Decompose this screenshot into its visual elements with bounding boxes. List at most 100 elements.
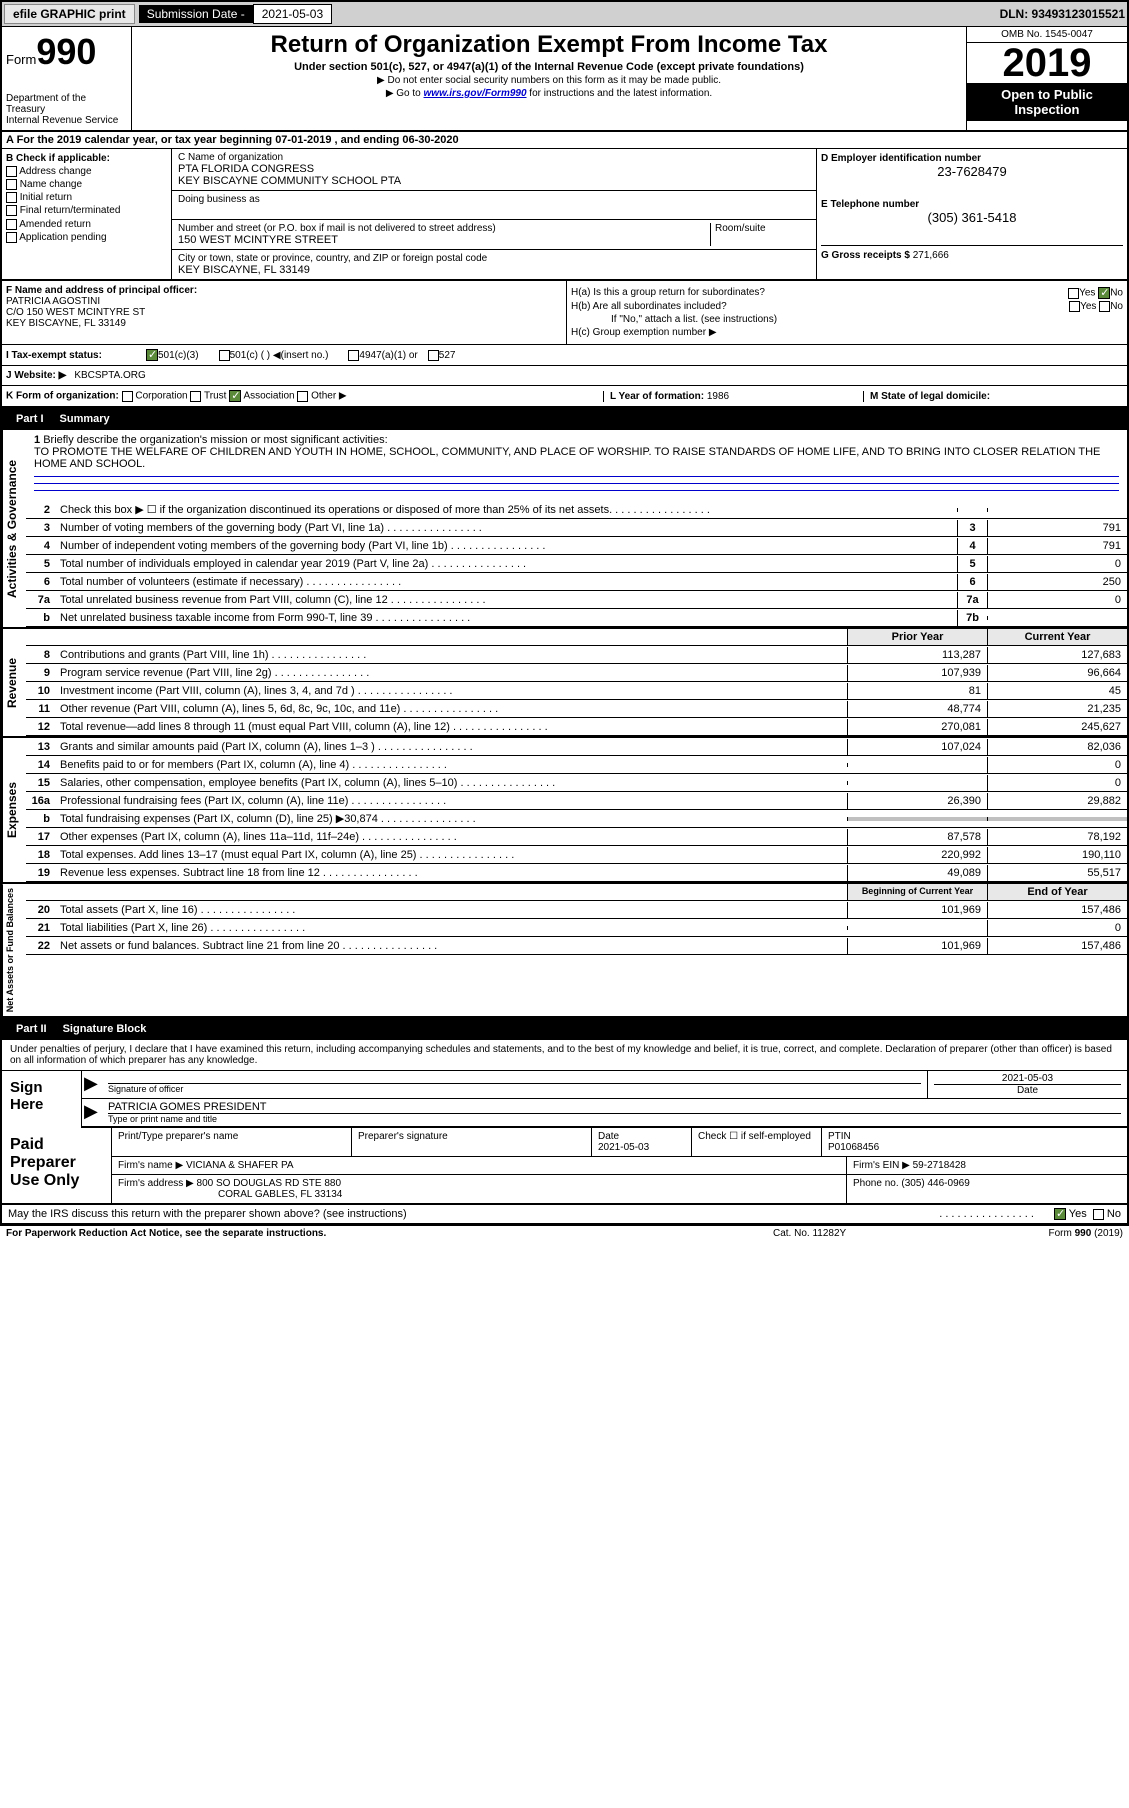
line-17: 17 Other expenses (Part IX, column (A), …	[26, 828, 1127, 846]
tel-value: (305) 361-5418	[821, 210, 1123, 225]
title-box: Return of Organization Exempt From Incom…	[132, 27, 967, 130]
firm-address: Firm's address ▶ 800 SO DOUGLAS RD STE 8…	[112, 1175, 847, 1203]
current-year-hdr: Current Year	[987, 629, 1127, 645]
line-21: 21 Total liabilities (Part X, line 26) 0	[26, 919, 1127, 937]
chk-other[interactable]	[297, 391, 308, 402]
city-state-zip: KEY BISCAYNE, FL 33149	[178, 264, 810, 276]
line-14: 14 Benefits paid to or for members (Part…	[26, 756, 1127, 774]
k-label: K Form of organization:	[6, 391, 119, 402]
discuss-yes[interactable]	[1054, 1208, 1066, 1220]
chk-amended[interactable]: Amended return	[6, 219, 167, 230]
exp-section: Expenses 13 Grants and similar amounts p…	[2, 738, 1127, 884]
instruction-1: ▶ Do not enter social security numbers o…	[140, 75, 958, 86]
chk-trust[interactable]	[190, 391, 201, 402]
part-2-header: Part II Signature Block	[2, 1018, 1127, 1040]
chk-527[interactable]	[428, 350, 439, 361]
submission-label: Submission Date -	[139, 5, 253, 23]
form-number: 990	[36, 31, 96, 72]
org-name-1: PTA FLORIDA CONGRESS	[178, 163, 810, 175]
chk-4947[interactable]	[348, 350, 359, 361]
footer-left: For Paperwork Reduction Act Notice, see …	[6, 1228, 773, 1239]
open-public: Open to Public Inspection	[967, 83, 1127, 121]
self-employed-chk[interactable]: Check ☐ if self-employed	[692, 1128, 822, 1156]
footer-right: Form 990 (2019)	[973, 1228, 1123, 1239]
org-name-label: C Name of organization	[178, 152, 810, 163]
chk-501c[interactable]	[219, 350, 230, 361]
paid-preparer-label: Paid Preparer Use Only	[2, 1128, 112, 1203]
org-name-2: KEY BISCAYNE COMMUNITY SCHOOL PTA	[178, 175, 810, 187]
irs-link[interactable]: www.irs.gov/Form990	[424, 88, 527, 99]
officer-addr2: KEY BISCAYNE, FL 33149	[6, 318, 562, 329]
officer-h-row: F Name and address of principal officer:…	[2, 281, 1127, 345]
part-1-title: Summary	[60, 413, 110, 425]
discuss-row: May the IRS discuss this return with the…	[2, 1205, 1127, 1224]
website-value: KBCSPTA.ORG	[74, 370, 146, 381]
form-990-page: efile GRAPHIC print Submission Date - 20…	[0, 0, 1129, 1226]
chk-assoc[interactable]	[229, 390, 241, 402]
line-15: 15 Salaries, other compensation, employe…	[26, 774, 1127, 792]
room-label: Room/suite	[715, 223, 810, 234]
col-d-ein: D Employer identification number 23-7628…	[817, 149, 1127, 279]
efile-button[interactable]: efile GRAPHIC print	[4, 4, 135, 24]
chk-501c3[interactable]	[146, 349, 158, 361]
prior-year-hdr: Prior Year	[847, 629, 987, 645]
part-1-num: Part I	[10, 411, 50, 427]
hb-label: H(b) Are all subordinates included?	[571, 301, 1069, 312]
line-8: 8 Contributions and grants (Part VIII, l…	[26, 646, 1127, 664]
row-a-tax-year: A For the 2019 calendar year, or tax yea…	[2, 132, 1127, 149]
sign-here-grid: Sign Here ▶ Signature of officer 2021-05…	[2, 1071, 1127, 1128]
ein-value: 23-7628479	[821, 164, 1123, 179]
line-11: 11 Other revenue (Part VIII, column (A),…	[26, 700, 1127, 718]
tax-exempt-label: I Tax-exempt status:	[6, 350, 146, 361]
side-gov: Activities & Governance	[2, 430, 26, 627]
hb-note: If "No," attach a list. (see instruction…	[571, 314, 1123, 325]
part-2-num: Part II	[10, 1021, 53, 1037]
discuss-no[interactable]	[1093, 1209, 1104, 1220]
l-value: 1986	[707, 391, 729, 402]
line-b: b Net unrelated business taxable income …	[26, 609, 1127, 627]
form-label: Form	[6, 52, 36, 67]
chk-app-pending[interactable]: Application pending	[6, 232, 167, 243]
website-row: J Website: ▶ KBCSPTA.ORG	[2, 366, 1127, 386]
chk-initial-return[interactable]: Initial return	[6, 192, 167, 203]
street-address: 150 WEST MCINTYRE STREET	[178, 234, 710, 246]
side-rev: Revenue	[2, 629, 26, 736]
line-6: 6 Total number of volunteers (estimate i…	[26, 573, 1127, 591]
officer-label: F Name and address of principal officer:	[6, 285, 562, 296]
chk-corp[interactable]	[122, 391, 133, 402]
side-exp: Expenses	[2, 738, 26, 882]
briefly-section: 1 Briefly describe the organization's mi…	[26, 430, 1127, 501]
gross-label: G Gross receipts $	[821, 250, 913, 261]
officer-addr1: C/O 150 WEST MCINTYRE ST	[6, 307, 562, 318]
chk-name-change[interactable]: Name change	[6, 179, 167, 190]
paid-preparer-grid: Paid Preparer Use Only Print/Type prepar…	[2, 1128, 1127, 1205]
line-12: 12 Total revenue—add lines 8 through 11 …	[26, 718, 1127, 736]
ha-label: H(a) Is this a group return for subordin…	[571, 287, 1068, 299]
form-title: Return of Organization Exempt From Incom…	[140, 31, 958, 59]
officer-name: PATRICIA AGOSTINI	[6, 296, 562, 307]
chk-address-change[interactable]: Address change	[6, 166, 167, 177]
line-19: 19 Revenue less expenses. Subtract line …	[26, 864, 1127, 882]
sig-arrow-icon: ▶	[82, 1071, 102, 1098]
line-22: 22 Net assets or fund balances. Subtract…	[26, 937, 1127, 955]
instruction-2: ▶ Go to www.irs.gov/Form990 for instruct…	[140, 88, 958, 99]
line-3: 3 Number of voting members of the govern…	[26, 519, 1127, 537]
info-grid: B Check if applicable: Address change Na…	[2, 149, 1127, 281]
firm-ein: Firm's EIN ▶ 59-2718428	[847, 1157, 1127, 1174]
top-bar: efile GRAPHIC print Submission Date - 20…	[2, 2, 1127, 27]
line-18: 18 Total expenses. Add lines 13–17 (must…	[26, 846, 1127, 864]
chk-final-return[interactable]: Final return/terminated	[6, 205, 167, 216]
part-2-title: Signature Block	[63, 1023, 147, 1035]
na-header: Beginning of Current Year End of Year	[26, 884, 1127, 901]
na-section: Net Assets or Fund Balances Beginning of…	[2, 884, 1127, 1018]
year-box: OMB No. 1545-0047 2019 Open to Public In…	[967, 27, 1127, 130]
form-org-row: K Form of organization: Corporation Trus…	[2, 386, 1127, 408]
website-label: J Website: ▶	[6, 370, 66, 381]
firm-name: Firm's name ▶ VICIANA & SHAFER PA	[112, 1157, 847, 1174]
gross-value: 271,666	[913, 250, 949, 261]
tax-exempt-row: I Tax-exempt status: 501(c)(3) 501(c) ( …	[2, 345, 1127, 366]
line-7a: 7a Total unrelated business revenue from…	[26, 591, 1127, 609]
hc-label: H(c) Group exemption number ▶	[571, 327, 1123, 338]
mission-text: TO PROMOTE THE WELFARE OF CHILDREN AND Y…	[34, 446, 1100, 470]
preparer-sig-lbl: Preparer's signature	[352, 1128, 592, 1156]
